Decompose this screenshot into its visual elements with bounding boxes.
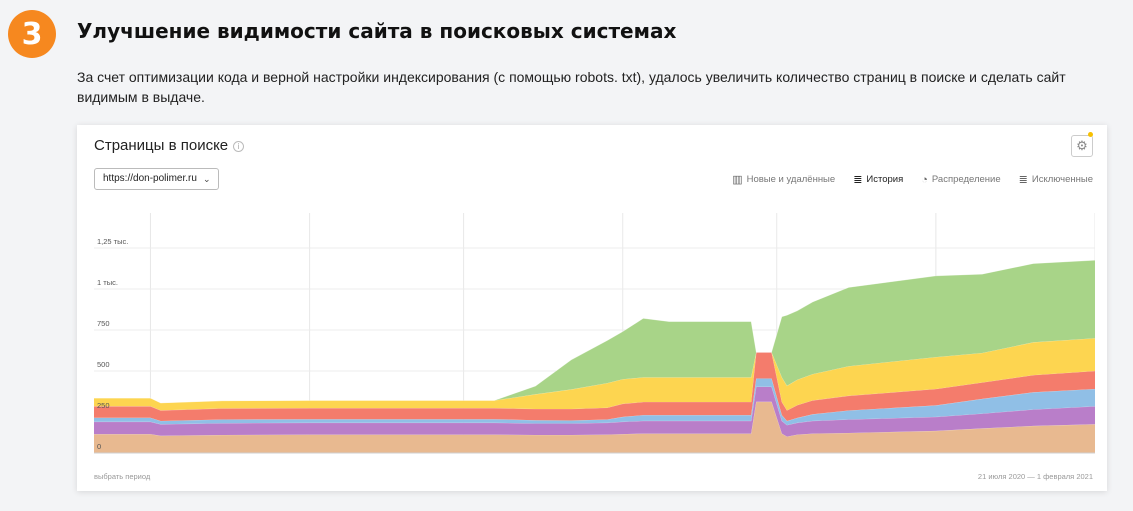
card-title-text: Страницы в поиске bbox=[94, 137, 229, 154]
host-select[interactable]: https://don-polimer.ru ⌄ bbox=[94, 168, 220, 190]
section-description: За счет оптимизации кода и верной настро… bbox=[77, 69, 1066, 105]
step-number-badge: 3 bbox=[8, 10, 56, 58]
host-select-value: https://don-polimer.ru bbox=[103, 173, 197, 184]
y-tick-label: 500 bbox=[97, 360, 110, 369]
series-edge-5 bbox=[94, 260, 1095, 404]
tab-label: Исключенные bbox=[1031, 174, 1093, 185]
history-chart-svg: 0 250 500 750 1 тыс. 1,25 тыс. авг 2020 сен 202… bbox=[94, 213, 1095, 458]
card-title: Страницы в поиске i bbox=[94, 137, 245, 154]
series-area-4 bbox=[94, 338, 1095, 411]
series-area-3 bbox=[94, 352, 1095, 421]
x-tick-label: ноя 2020 bbox=[628, 457, 659, 458]
series-area-0 bbox=[94, 401, 1095, 453]
notification-dot bbox=[1088, 132, 1093, 137]
bar-chart-icon: ▥ bbox=[732, 174, 743, 186]
history-icon: ≣ bbox=[853, 174, 863, 186]
section-heading: Улучшение видимости сайта в поисковых си… bbox=[77, 19, 677, 43]
excluded-icon: ≣ bbox=[1018, 174, 1028, 186]
x-tick-label: окт 2020 bbox=[469, 457, 499, 458]
tab-label: Распределение bbox=[931, 174, 1001, 185]
y-tick-label: 1,25 тыс. bbox=[97, 237, 128, 246]
tab-history[interactable]: ≣ История bbox=[853, 173, 903, 186]
search-pages-card: Страницы в поиске i ⚙ https://don-polimer… bbox=[77, 125, 1107, 491]
gear-icon: ⚙ bbox=[1076, 138, 1088, 153]
info-icon[interactable]: i bbox=[233, 140, 245, 152]
tab-distribution[interactable]: ◔ Распределение bbox=[921, 173, 1000, 186]
chevron-down-icon: ⌄ bbox=[202, 174, 211, 184]
x-tick-label: дек 2020 bbox=[782, 457, 813, 458]
y-tick-label: 1 тыс. bbox=[97, 278, 118, 287]
x-tick-label: янв 2021 bbox=[941, 457, 972, 458]
x-tick-label: авг 2020 bbox=[156, 457, 186, 458]
tab-new-and-removed[interactable]: ▥ Новые и удалённые bbox=[732, 173, 835, 186]
tab-excluded[interactable]: ≣ Исключенные bbox=[1019, 173, 1093, 186]
select-period-link[interactable]: выбрать период bbox=[94, 472, 151, 481]
series-area-5 bbox=[94, 260, 1095, 403]
y-tick-label: 0 bbox=[97, 442, 101, 451]
tab-label: История bbox=[866, 174, 904, 185]
series-area-2 bbox=[94, 378, 1095, 426]
x-tick-label: фев 2021 bbox=[1060, 457, 1093, 458]
history-chart[interactable]: 0 250 500 750 1 тыс. 1,25 тыс. авг 2020 сен 202… bbox=[94, 213, 1095, 458]
tab-label: Новые и удалённые bbox=[746, 174, 836, 185]
period-range: 21 июля 2020 — 1 февраля 2021 bbox=[977, 472, 1093, 481]
series-area-1 bbox=[94, 386, 1095, 437]
y-tick-label: 750 bbox=[97, 319, 110, 328]
x-tick-label: сен 2020 bbox=[315, 457, 346, 458]
settings-button[interactable]: ⚙ bbox=[1071, 135, 1093, 157]
y-tick-label: 250 bbox=[97, 401, 110, 410]
pie-chart-icon: ◔ bbox=[921, 173, 928, 186]
view-tabs: ▥ Новые и удалённые ≣ История ◔ Распреде… bbox=[732, 173, 1093, 187]
